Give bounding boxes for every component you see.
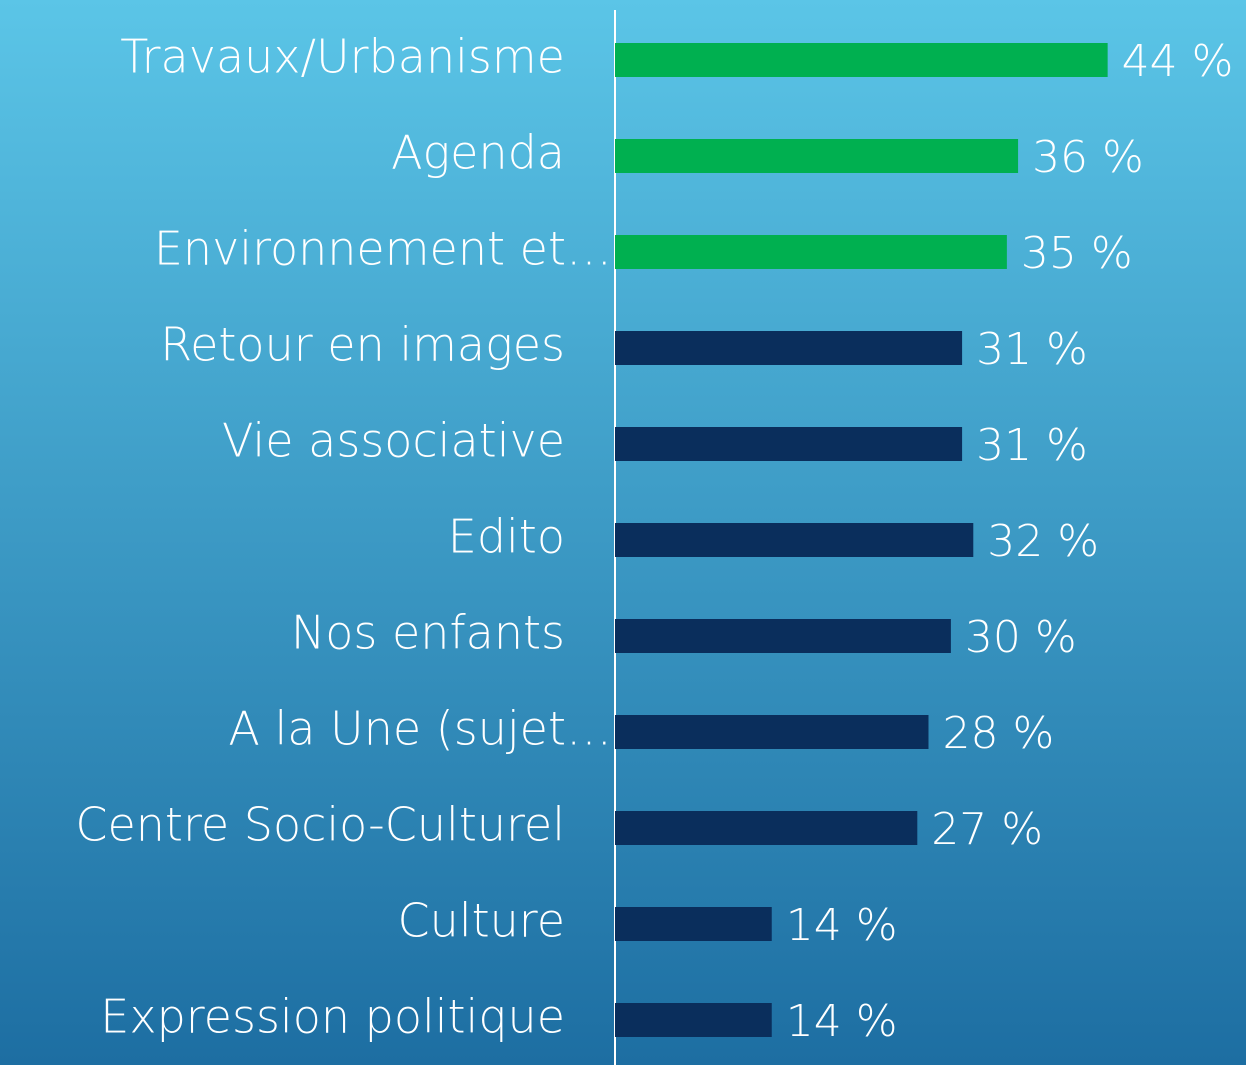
value-label: 35 %: [1021, 228, 1133, 279]
bar: [615, 811, 918, 845]
category-label: Edito: [448, 510, 565, 564]
category-label: Agenda: [391, 126, 565, 180]
value-label: 32 %: [987, 516, 1099, 567]
category-label: Travaux/Urbanisme: [120, 30, 565, 84]
value-label: 44 %: [1122, 36, 1234, 87]
bar: [615, 715, 929, 749]
bar: [615, 523, 974, 557]
category-label: Retour en images: [160, 318, 565, 372]
category-label: Centre Socio-Culturel: [75, 798, 565, 852]
bar: [615, 235, 1007, 269]
category-label: Environnement et…: [154, 222, 612, 276]
bar: [615, 907, 772, 941]
value-label: 14 %: [786, 996, 898, 1047]
bar: [615, 43, 1108, 77]
value-label: 28 %: [943, 708, 1055, 759]
bar: [615, 331, 963, 365]
category-label: Vie associative: [222, 414, 565, 468]
bar: [615, 139, 1019, 173]
value-label: 31 %: [976, 420, 1088, 471]
value-label: 14 %: [786, 900, 898, 951]
value-label: 27 %: [931, 804, 1043, 855]
category-label: A la Une (sujet…: [228, 702, 612, 756]
category-label: Nos enfants: [291, 606, 565, 660]
bar: [615, 1003, 772, 1037]
value-label: 30 %: [965, 612, 1077, 663]
category-label: Culture: [398, 894, 565, 948]
value-label: 36 %: [1032, 132, 1144, 183]
value-label: 31 %: [976, 324, 1088, 375]
category-label: Expression politique: [100, 990, 565, 1044]
bar: [615, 619, 951, 653]
bar: [615, 427, 963, 461]
